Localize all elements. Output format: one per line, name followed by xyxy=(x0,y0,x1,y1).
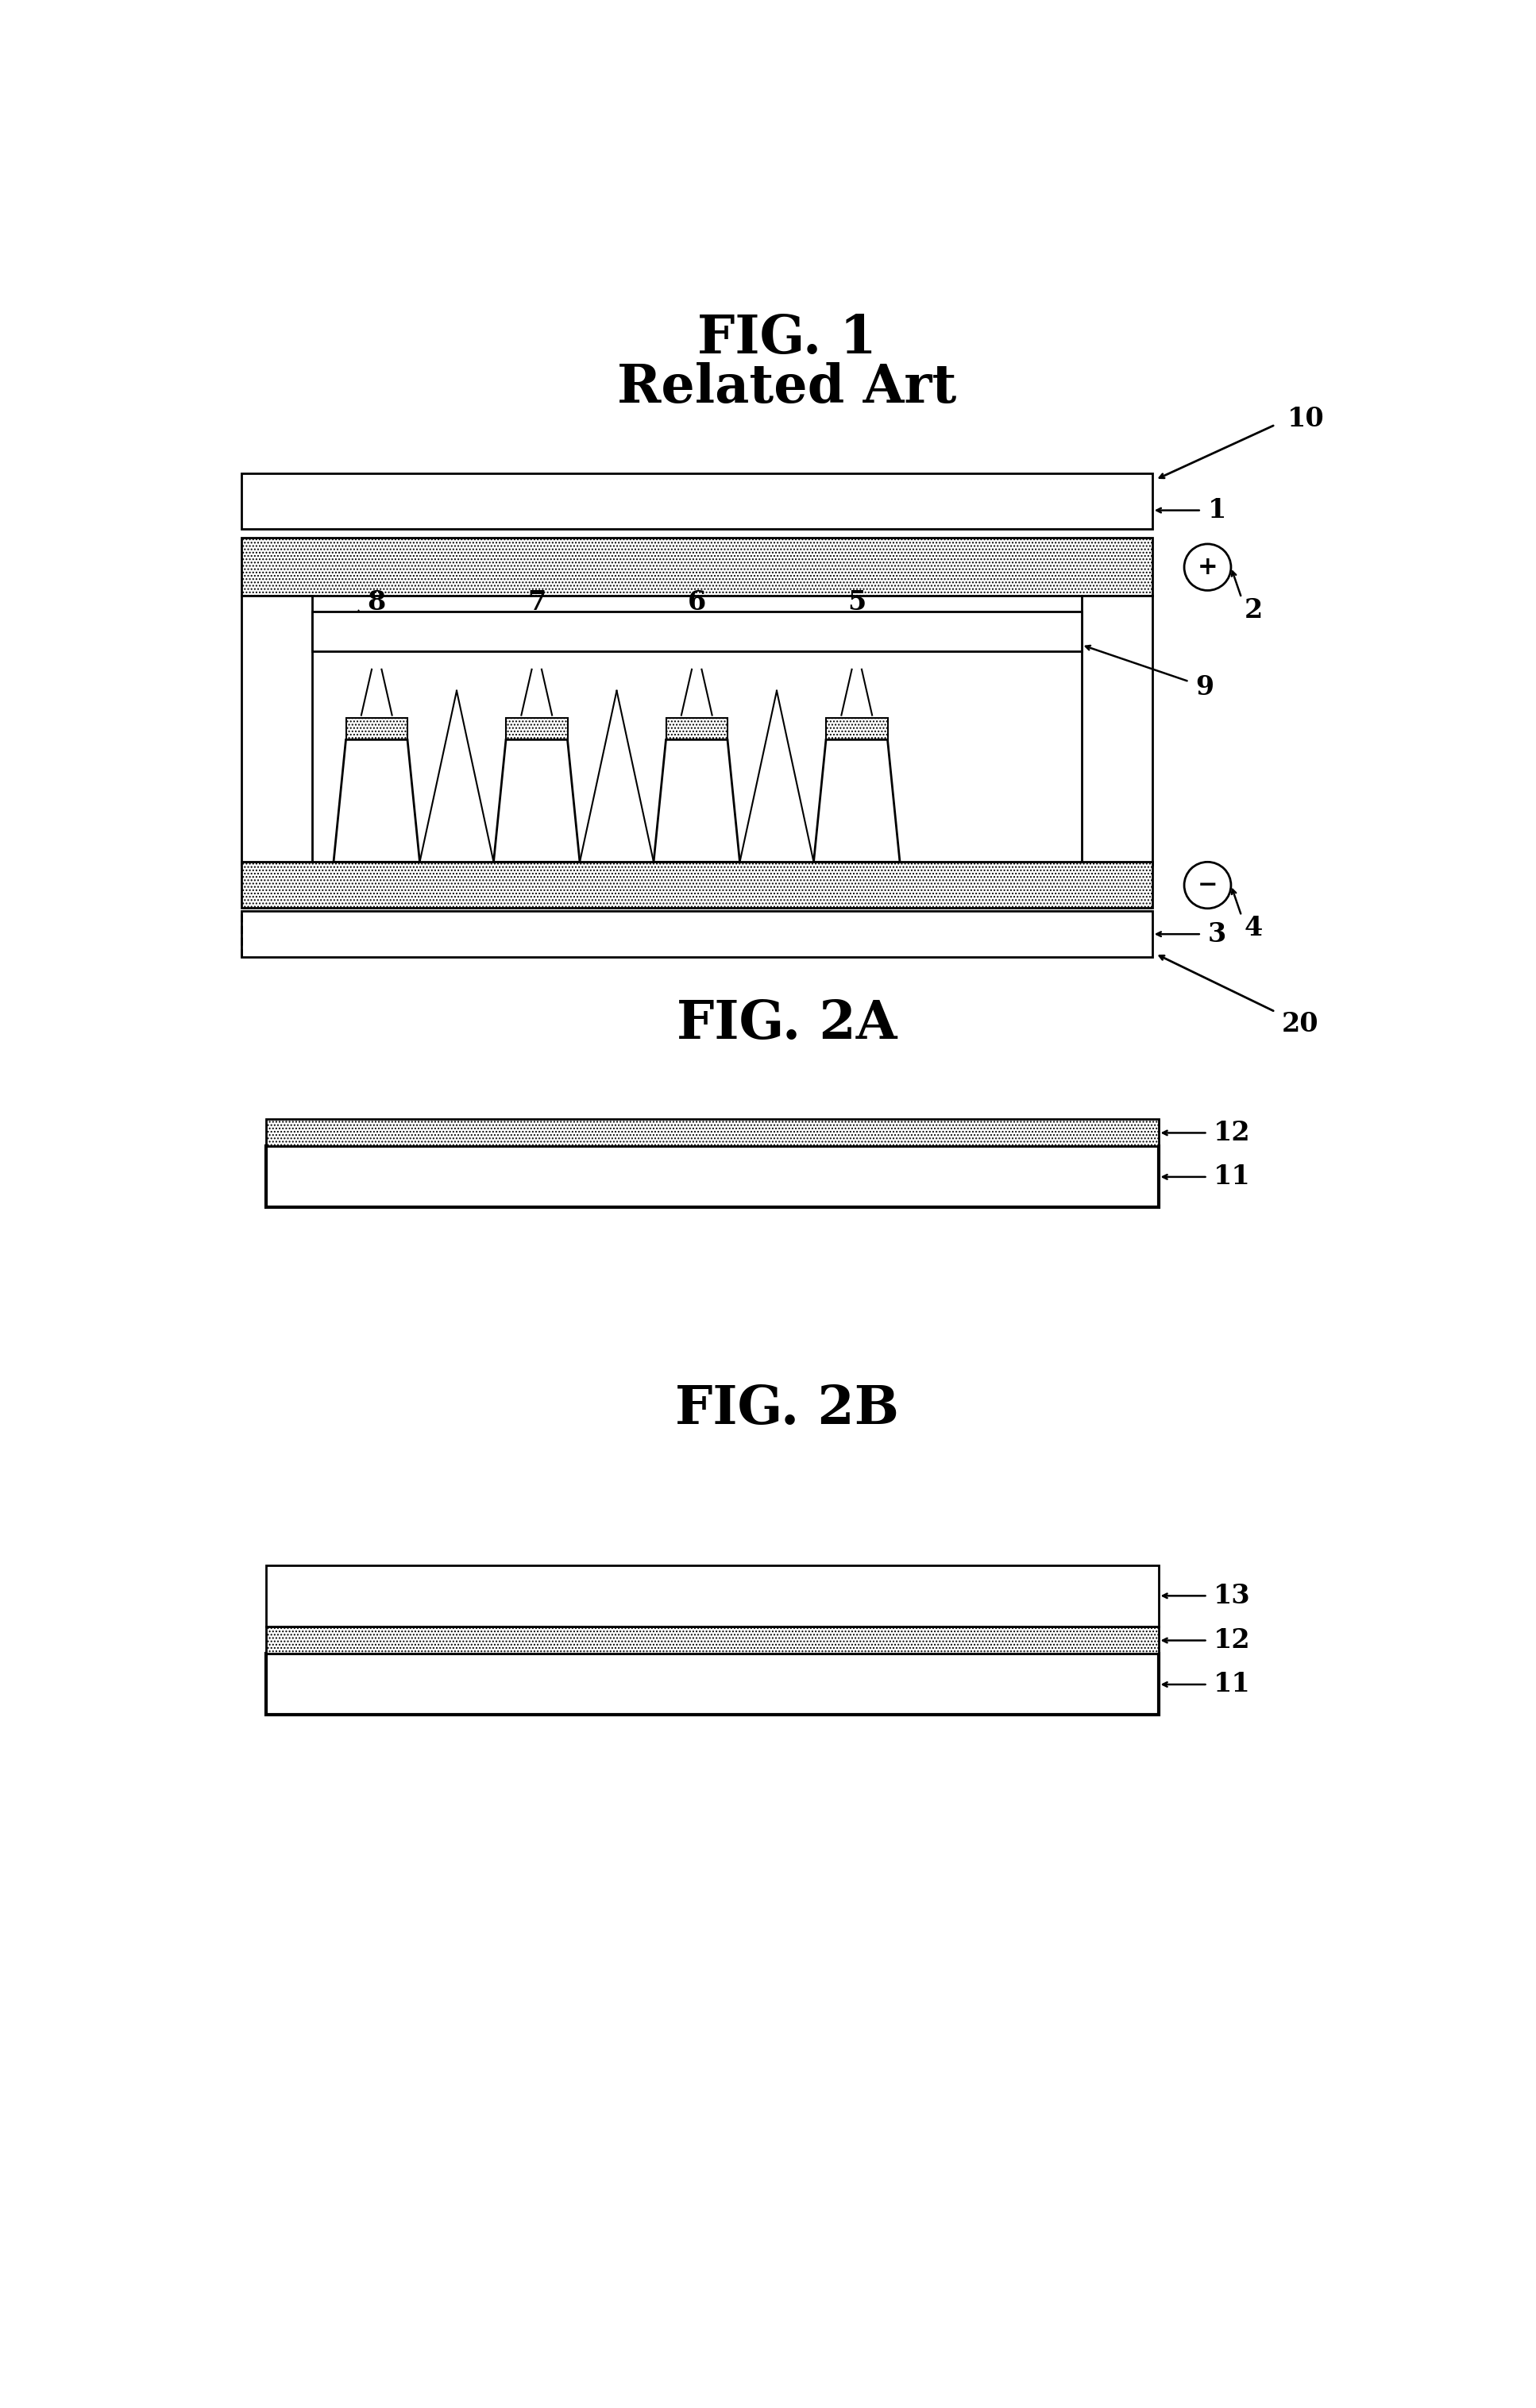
Text: 2: 2 xyxy=(1244,597,1263,624)
Text: Related Art: Related Art xyxy=(617,361,957,414)
Bar xyxy=(266,1565,1158,1625)
Text: 12: 12 xyxy=(1213,1628,1250,1654)
Bar xyxy=(241,474,1152,530)
Bar xyxy=(266,1146,1158,1206)
Bar xyxy=(266,1120,1158,1146)
Polygon shape xyxy=(333,739,419,862)
Text: 5: 5 xyxy=(848,590,866,614)
Bar xyxy=(826,718,888,739)
Text: 4: 4 xyxy=(1244,915,1263,942)
Text: −: − xyxy=(1198,872,1218,898)
Text: FIG. 2B: FIG. 2B xyxy=(676,1385,899,1435)
Bar xyxy=(505,718,567,739)
Text: 3: 3 xyxy=(1207,920,1226,946)
Text: 6: 6 xyxy=(688,590,707,614)
Text: 12: 12 xyxy=(1213,1120,1250,1146)
Text: 20: 20 xyxy=(1281,1011,1318,1038)
Text: 1: 1 xyxy=(1207,496,1226,523)
Bar xyxy=(346,718,407,739)
Bar xyxy=(241,595,312,864)
Text: 10: 10 xyxy=(1287,405,1324,431)
Text: +: + xyxy=(1198,554,1218,580)
Bar xyxy=(241,862,1152,908)
Bar xyxy=(266,1654,1158,1714)
Text: FIG. 2A: FIG. 2A xyxy=(677,999,897,1050)
Text: 13: 13 xyxy=(1213,1582,1250,1609)
Bar xyxy=(1081,595,1152,864)
Text: 7: 7 xyxy=(527,590,545,614)
Bar xyxy=(241,537,1152,595)
Bar xyxy=(667,718,728,739)
Bar xyxy=(312,612,1081,650)
Polygon shape xyxy=(493,739,579,862)
Bar xyxy=(266,1625,1158,1654)
Bar xyxy=(241,910,1152,956)
Text: 8: 8 xyxy=(367,590,386,614)
Text: 9: 9 xyxy=(1195,674,1213,701)
Polygon shape xyxy=(814,739,900,862)
Text: FIG. 1: FIG. 1 xyxy=(697,313,877,366)
Text: 11: 11 xyxy=(1213,1671,1250,1698)
Polygon shape xyxy=(654,739,740,862)
Text: 11: 11 xyxy=(1213,1163,1250,1190)
